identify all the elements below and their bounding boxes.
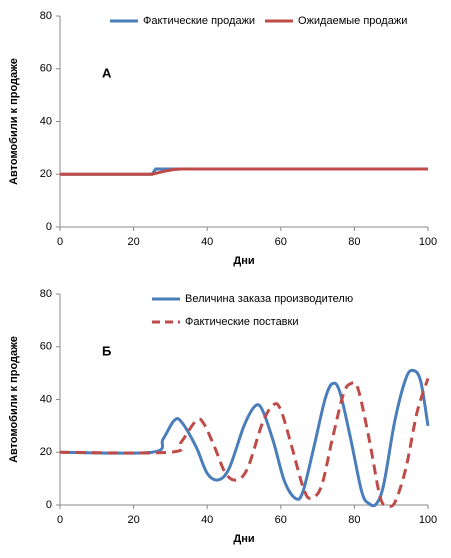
y-tick-label: 0: [46, 221, 52, 233]
y-tick-label: 40: [40, 115, 52, 127]
x-tick-label: 20: [127, 236, 139, 248]
x-tick-label: 0: [57, 236, 63, 248]
y-tick-label: 80: [40, 288, 52, 300]
y-tick-label: 40: [40, 393, 52, 405]
legend-label: Фактические поставки: [185, 316, 299, 328]
legend-label: Фактические продажи: [143, 15, 255, 27]
y-tick-label: 0: [46, 499, 52, 511]
y-tick-label: 80: [40, 10, 52, 22]
y-axis-label: Автомобили к продаже: [8, 336, 20, 463]
x-tick-label: 40: [201, 514, 213, 526]
line-series: [59, 368, 430, 508]
y-axis-label: Автомобили к продаже: [8, 58, 20, 185]
x-tick-label: 60: [275, 514, 287, 526]
x-tick-label: 20: [127, 514, 139, 526]
y-tick-label: 60: [40, 63, 52, 75]
x-tick-label: 40: [201, 236, 213, 248]
y-tick-label: 20: [40, 168, 52, 180]
x-tick-label: 100: [419, 236, 437, 248]
line-series: [59, 377, 430, 508]
x-axis-label: Дни: [233, 533, 254, 545]
x-tick-label: 100: [419, 514, 437, 526]
x-tick-label: 80: [348, 514, 360, 526]
line-series: [60, 167, 428, 176]
annotation: А: [102, 65, 112, 80]
x-tick-label: 60: [275, 236, 287, 248]
y-tick-label: 60: [40, 341, 52, 353]
legend-label: Ожидаемые продажи: [298, 15, 407, 27]
x-tick-label: 0: [57, 514, 63, 526]
annotation: Б: [102, 343, 111, 358]
x-tick-label: 80: [348, 236, 360, 248]
legend-label: Величина заказа производителю: [185, 293, 353, 305]
y-tick-label: 20: [40, 446, 52, 458]
x-axis-label: Дни: [233, 255, 254, 267]
